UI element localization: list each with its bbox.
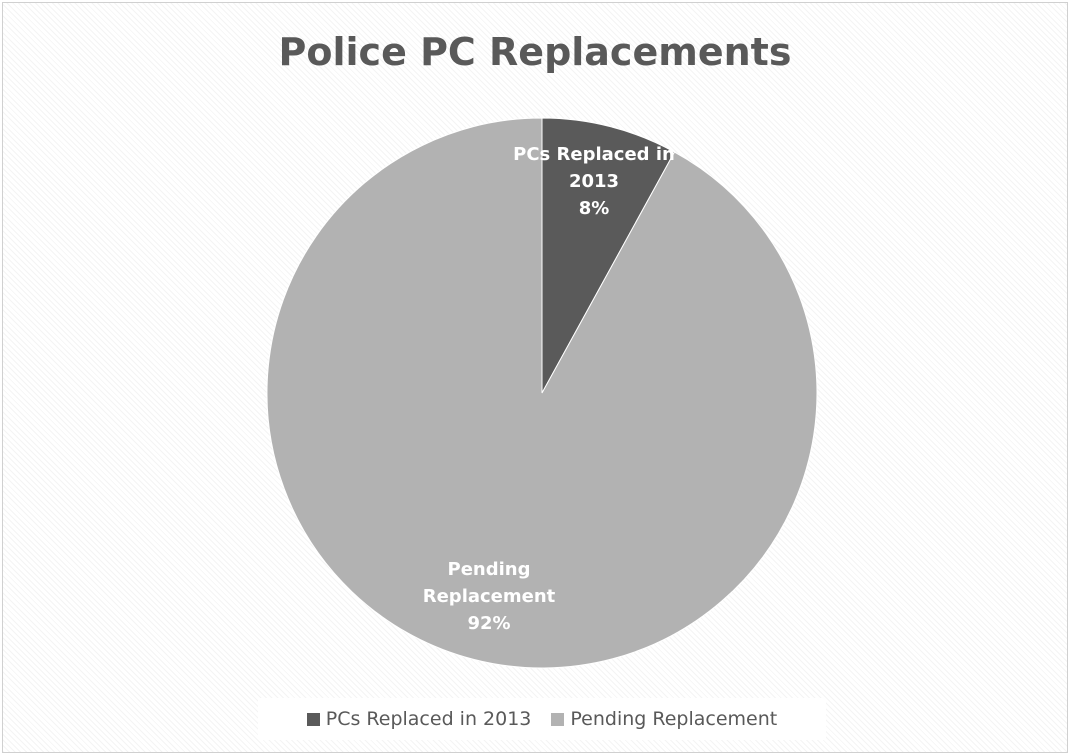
data-label-line: 2013: [569, 171, 619, 192]
legend-item-pending: Pending Replacement: [551, 708, 777, 730]
legend-swatch-pending: [551, 712, 565, 726]
data-label-line: Pending: [448, 559, 531, 580]
chart-legend: PCs Replaced in 2013 Pending Replacement: [258, 698, 826, 740]
pie-slice-replaced: [541, 117, 676, 394]
data-label-line: Replacement: [423, 586, 556, 607]
pie-slice-pending: [266, 117, 818, 669]
legend-swatch-replaced: [306, 712, 320, 726]
data-label-line: PCs Replaced in: [513, 144, 675, 165]
legend-label-pending: Pending Replacement: [570, 708, 778, 730]
legend-label-replaced: PCs Replaced in 2013: [325, 708, 532, 730]
chart-title: Police PC Replacements: [278, 30, 792, 74]
data-label-line: 8%: [579, 198, 610, 219]
legend-item-replaced: PCs Replaced in 2013: [306, 708, 532, 730]
data-label-pending: Pending Replacement 92%: [423, 559, 556, 634]
data-label-line: 92%: [467, 613, 510, 634]
data-label-replaced: PCs Replaced in 2013 8%: [513, 144, 675, 219]
